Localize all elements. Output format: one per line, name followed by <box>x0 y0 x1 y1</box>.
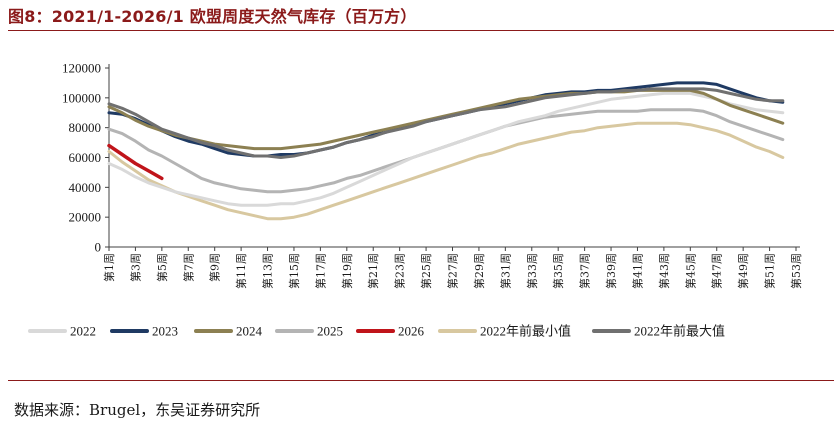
series-line-3 <box>107 108 785 194</box>
x-tick-label: 第3周 <box>128 253 142 282</box>
x-tick-label: 第15周 <box>287 253 301 289</box>
legend-label-0: 2022 <box>70 324 96 339</box>
x-tick-label: 第39周 <box>604 253 618 289</box>
gas-storage-line-chart: 0 20000 40000 60000 80000 100000 120000 第1周 第3周… <box>28 61 803 339</box>
x-tick-label: 第17周 <box>313 253 327 289</box>
series-layer <box>107 81 785 221</box>
x-tick-label: 第51周 <box>763 253 777 289</box>
x-tick-label: 第25周 <box>419 253 433 289</box>
x-tick-label: 第19周 <box>340 253 354 289</box>
title-rule <box>8 30 834 31</box>
series-line-5 <box>107 121 785 221</box>
legend-label-5: 2022年前最小值 <box>480 324 571 339</box>
x-tick-label: 第21周 <box>366 253 380 289</box>
x-tick-label: 第31周 <box>498 253 512 289</box>
x-tick-label: 第33周 <box>525 253 539 289</box>
source-rule <box>8 380 834 381</box>
x-axis: 第1周 第3周 第5周 第7周 第9周 第11周 第13周 第15周 第17周 第19周 第21周第… <box>102 246 803 289</box>
x-tick-label: 第9周 <box>208 253 222 282</box>
series-line-6 <box>107 87 785 159</box>
x-tick-label: 第23周 <box>393 253 407 289</box>
y-tick-label: 0 <box>95 240 102 255</box>
x-tick-label: 第45周 <box>683 253 697 289</box>
x-tick-label: 第29周 <box>472 253 486 289</box>
x-tick-label: 第5周 <box>155 253 169 282</box>
x-tick-label: 第27周 <box>446 253 460 289</box>
series-line-2 <box>107 88 785 151</box>
figure-title: 图8：2021/1-2026/1 欧盟周度天然气库存（百万方） <box>8 7 417 26</box>
legend-label-2: 2024 <box>236 324 263 339</box>
x-tick-label: 第37周 <box>578 253 592 289</box>
x-tick-label: 第13周 <box>261 253 275 289</box>
x-tick-label: 第47周 <box>710 253 724 289</box>
x-tick-label: 第11周 <box>234 253 248 289</box>
y-tick-label: 80000 <box>69 120 102 135</box>
y-tick-label: 100000 <box>62 90 101 105</box>
legend-label-6: 2022年前最大值 <box>634 324 725 339</box>
source-note: 数据来源：Brugel，东吴证券研究所 <box>14 401 261 419</box>
x-tick-label: 第43周 <box>657 253 671 289</box>
x-tick-label: 第1周 <box>102 253 116 282</box>
series-line-4 <box>107 143 164 181</box>
series-line-0 <box>107 91 785 207</box>
y-tick-label: 120000 <box>62 61 101 76</box>
x-tick-label: 第35周 <box>551 253 565 289</box>
x-tick-label: 第53周 <box>789 253 803 289</box>
legend-label-3: 2025 <box>317 324 343 339</box>
x-tick-label: 第49周 <box>736 253 750 289</box>
x-tick-label: 第7周 <box>181 253 195 282</box>
y-tick-label: 40000 <box>69 180 102 195</box>
legend-label-4: 2026 <box>398 324 425 339</box>
y-tick-label: 60000 <box>69 150 102 165</box>
x-tick-label: 第41周 <box>630 253 644 289</box>
legend: 2022 2023 2024 2025 2026 2022年前最小值 2022年前最大值 <box>28 324 725 339</box>
y-axis: 0 20000 40000 60000 80000 100000 120000 <box>62 61 110 255</box>
y-tick-label: 20000 <box>69 210 102 225</box>
legend-label-1: 2023 <box>152 324 178 339</box>
